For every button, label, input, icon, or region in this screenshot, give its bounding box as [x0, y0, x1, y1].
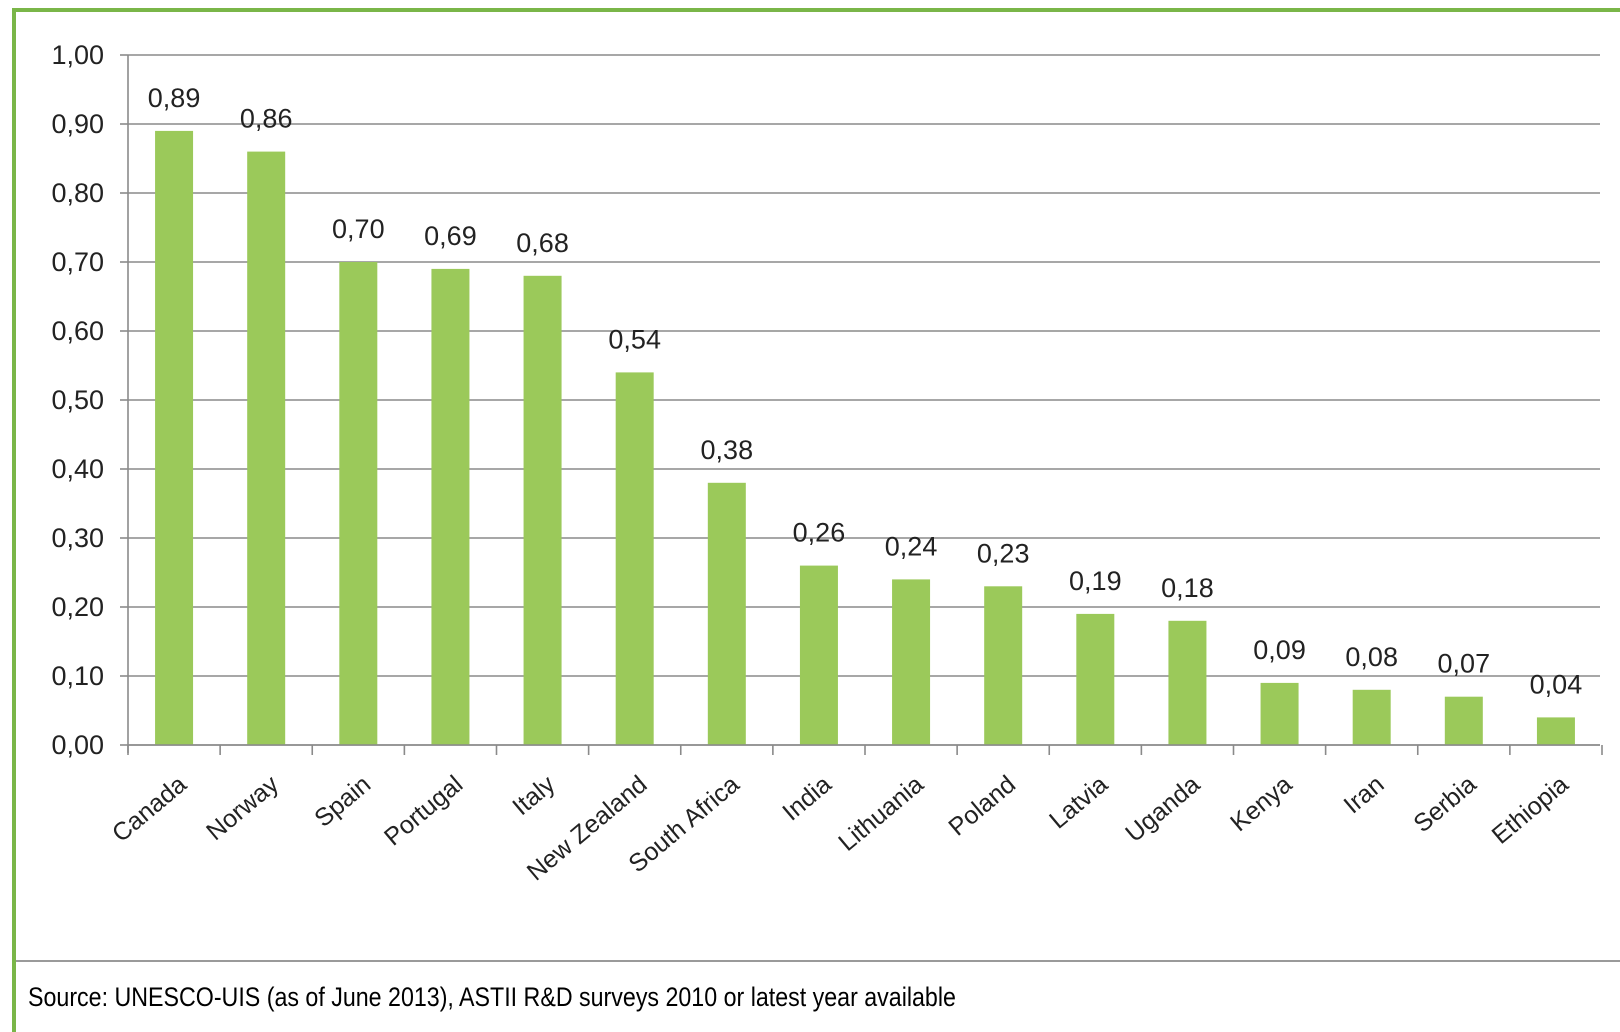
- bar-chart: 0,00 0,10 0,20 0,30 0,40 0,50 0,60 0,70 0,80 0,90…: [51, 40, 1603, 886]
- bar: [707, 482, 746, 745]
- bar: [1260, 682, 1299, 745]
- x-tick-label: Spain: [309, 770, 376, 833]
- bar: [799, 565, 838, 745]
- source-note: Source: UNESCO-UIS (as of June 2013), AS…: [28, 982, 956, 1012]
- data-label: 0,26: [793, 518, 846, 548]
- source-separator: [16, 960, 1620, 962]
- data-label: 0,19: [1069, 566, 1122, 596]
- data-label: 0,23: [977, 538, 1030, 568]
- bar: [892, 579, 931, 745]
- bar: [1168, 620, 1207, 745]
- bar: [1536, 717, 1575, 745]
- x-tick-label: Iran: [1339, 770, 1390, 819]
- data-label: 0,09: [1253, 635, 1306, 665]
- data-label: 0,89: [148, 83, 201, 113]
- y-tick-label: 0,60: [51, 316, 104, 346]
- data-label: 0,70: [332, 214, 385, 244]
- data-labels: 0,89 0,86 0,70 0,69 0,68 0,54 0,38 0,26 0,24 0,23…: [148, 83, 1582, 700]
- y-tick-label: 0,90: [51, 109, 104, 139]
- data-label: 0,24: [885, 531, 938, 561]
- data-label: 0,08: [1345, 642, 1398, 672]
- y-tick-label: 0,10: [51, 661, 104, 691]
- data-label: 0,69: [424, 221, 477, 251]
- y-tick-label: 0,70: [51, 247, 104, 277]
- y-tick-label: 0,80: [51, 178, 104, 208]
- x-tick-label: Italy: [507, 770, 561, 821]
- x-tick-label: Lithuania: [833, 770, 929, 857]
- y-tick-label: 0,20: [51, 592, 104, 622]
- x-tick-label: Canada: [107, 770, 192, 848]
- data-label: 0,38: [701, 435, 754, 465]
- x-tick-label: Poland: [943, 770, 1021, 841]
- y-tick-label: 0,50: [51, 385, 104, 415]
- data-label: 0,68: [516, 228, 569, 258]
- x-tick-label: Kenya: [1225, 770, 1297, 837]
- bar: [155, 130, 194, 745]
- y-tick-label: 0,00: [51, 730, 104, 760]
- bar: [1352, 689, 1391, 745]
- x-tick-label: Uganda: [1120, 770, 1205, 848]
- x-tick-label: Ethiopia: [1487, 770, 1574, 850]
- x-tick-label: India: [777, 770, 837, 826]
- x-tick-label: Norway: [201, 770, 284, 846]
- data-label: 0,86: [240, 104, 293, 134]
- bar: [984, 586, 1023, 745]
- bar: [339, 262, 378, 745]
- bar: [1076, 613, 1115, 745]
- y-tick-label: 1,00: [51, 40, 104, 70]
- bar: [615, 372, 654, 745]
- x-tick-label: Latvia: [1044, 770, 1113, 834]
- x-tick-label: Serbia: [1408, 770, 1481, 838]
- x-tick-label: Portugal: [379, 770, 468, 851]
- bar: [523, 275, 562, 745]
- data-label: 0,07: [1438, 649, 1491, 679]
- data-label: 0,18: [1161, 573, 1214, 603]
- bars: [155, 130, 1575, 746]
- y-tick-label: 0,30: [51, 523, 104, 553]
- chart-frame: [12, 8, 1620, 1032]
- bar: [1444, 696, 1483, 745]
- bar: [431, 268, 470, 745]
- data-label: 0,04: [1530, 669, 1583, 699]
- bar: [247, 151, 286, 746]
- data-label: 0,54: [608, 324, 661, 354]
- y-tick-label: 0,40: [51, 454, 104, 484]
